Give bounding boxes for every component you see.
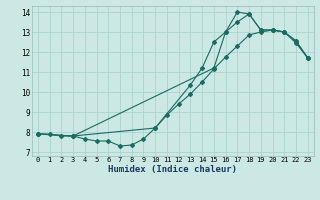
X-axis label: Humidex (Indice chaleur): Humidex (Indice chaleur) [108, 165, 237, 174]
